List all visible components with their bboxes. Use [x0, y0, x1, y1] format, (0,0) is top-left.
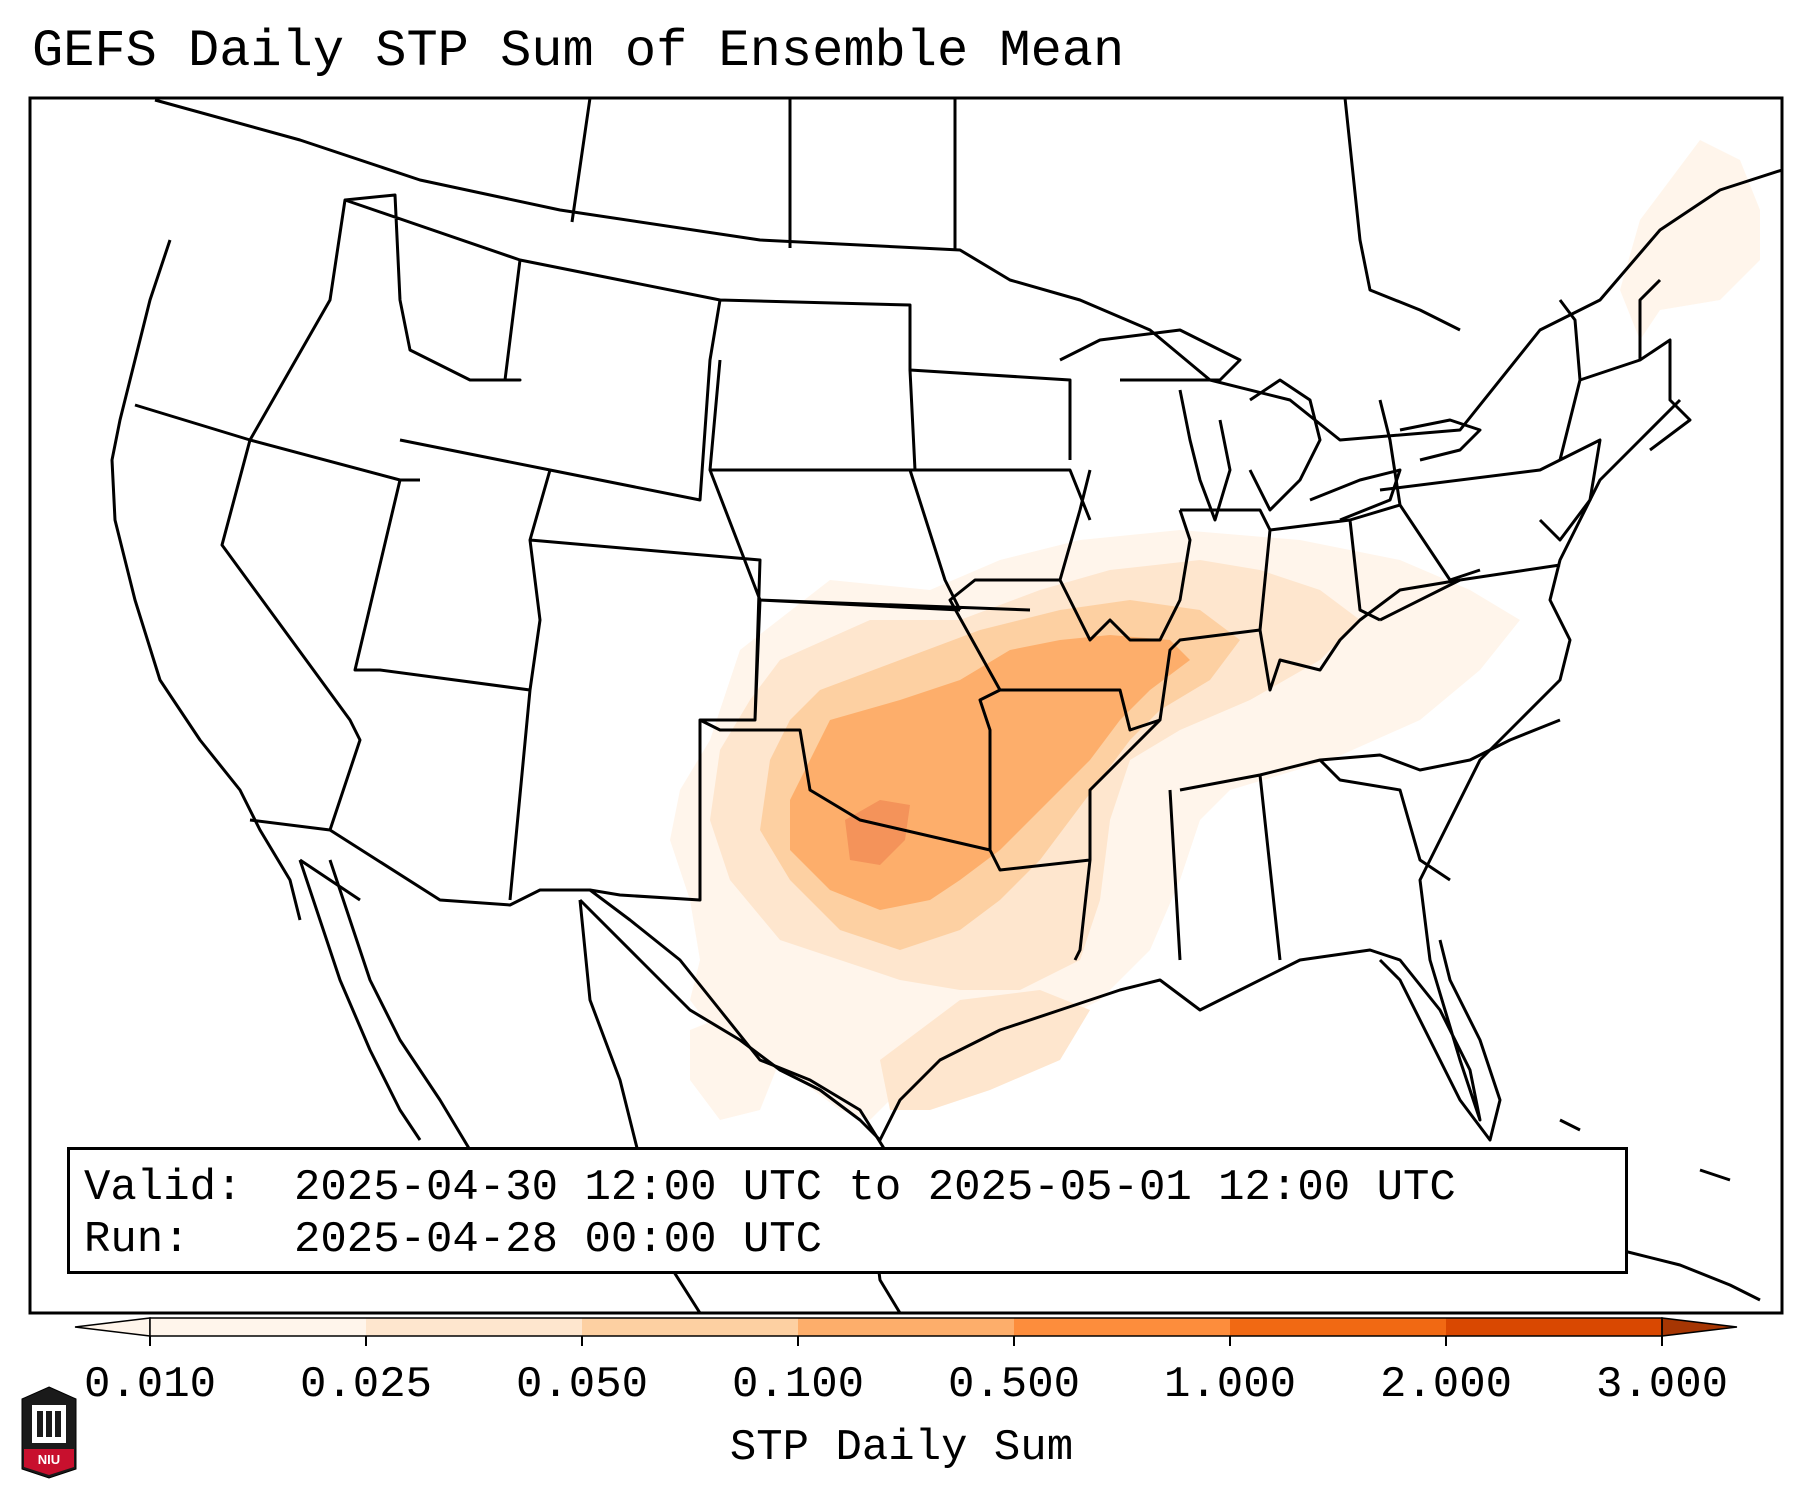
valid-label: Valid: — [84, 1163, 243, 1213]
valid-line: Valid: 2025-04-30 12:00 UTC to 2025-05-01… — [84, 1162, 1456, 1214]
canada-us-border — [154, 98, 1782, 442]
run-line: Run: 2025-04-28 00:00 UTC — [84, 1214, 822, 1266]
colorbar-segment — [1230, 1318, 1447, 1336]
colorbar-tick-label: 0.025 — [299, 1360, 433, 1410]
colorbar-label: STP Daily Sum — [729, 1423, 1074, 1473]
canada-provinces — [570, 98, 1461, 332]
colorbar-tick-label: 0.500 — [947, 1360, 1081, 1410]
us-mexico-border — [249, 818, 887, 1151]
state-lines-east — [1180, 278, 1692, 631]
stp-region-south-texas — [690, 1010, 780, 1120]
colorbar — [74, 1317, 1738, 1346]
colorbar-tick-label: 1.000 — [1163, 1360, 1297, 1410]
state-lines-south — [988, 563, 1561, 961]
run-label: Run: — [84, 1215, 190, 1265]
map-title: GEFS Daily STP Sum of Ensemble Mean — [32, 22, 1125, 81]
niu-logo: NIU — [21, 1386, 77, 1479]
colorbar-segment — [1014, 1318, 1231, 1336]
florida — [1378, 939, 1502, 1142]
great-lakes — [1059, 328, 1482, 522]
colorbar-under-arrow — [74, 1317, 151, 1337]
baja-california — [298, 859, 422, 1141]
colorbar-tick-label: 3.000 — [1595, 1360, 1729, 1410]
state-lines-central — [699, 468, 1192, 852]
colorbar-tick-label: 0.100 — [731, 1360, 865, 1410]
map-frame — [28, 96, 1784, 1315]
state-lines-west — [134, 193, 1072, 902]
stp-region-gulf — [880, 990, 1090, 1110]
stp-region-max — [845, 800, 910, 865]
colorbar-segment — [366, 1318, 583, 1336]
colorbar-tick-label: 0.050 — [515, 1360, 649, 1410]
stp-shading — [670, 140, 1760, 1120]
colorbar-segment — [1446, 1318, 1663, 1336]
stp-region-northeast — [1620, 140, 1760, 340]
colorbar-frame — [149, 1317, 1663, 1337]
valid-value: 2025-04-30 12:00 UTC to 2025-05-01 12:00… — [294, 1163, 1456, 1213]
colorbar-segment — [150, 1318, 367, 1336]
colorbar-tick-label: 2.000 — [1379, 1360, 1513, 1410]
colorbar-segment — [582, 1318, 799, 1336]
info-box: Valid: 2025-04-30 12:00 UTC to 2025-05-01… — [67, 1147, 1628, 1274]
colorbar-tick-label: 0.010 — [83, 1360, 217, 1410]
colorbar-segment — [798, 1318, 1015, 1336]
colorbar-over-arrow — [1661, 1317, 1738, 1337]
logo-text: NIU — [38, 1452, 60, 1467]
state-borders — [134, 193, 1692, 961]
run-value: 2025-04-28 00:00 UTC — [294, 1215, 823, 1265]
